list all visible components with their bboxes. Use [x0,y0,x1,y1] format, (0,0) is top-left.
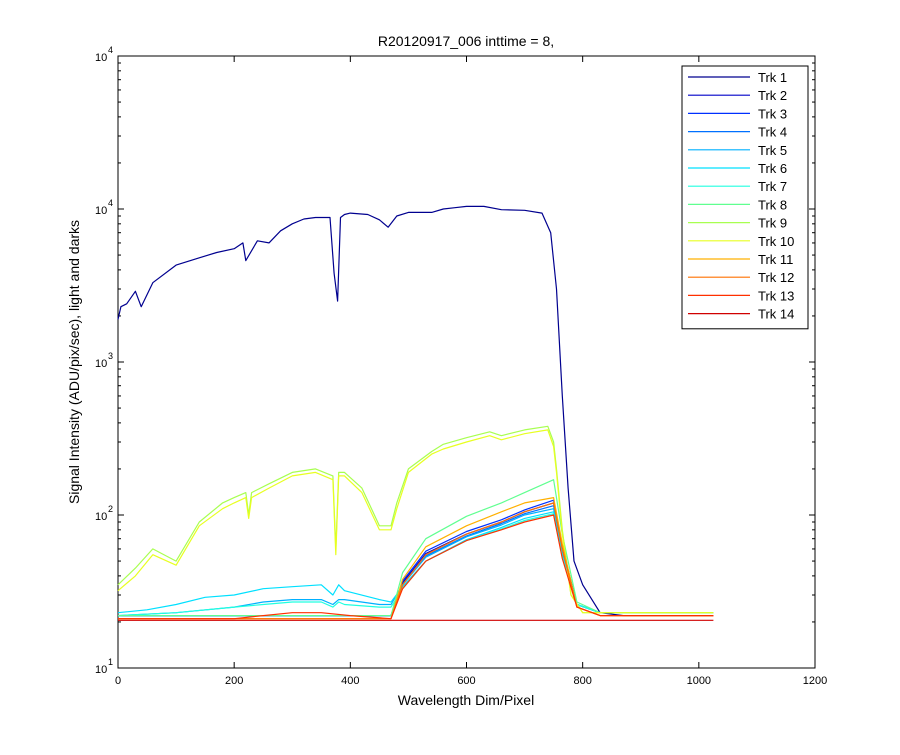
series-line-trk-10 [117,429,714,614]
x-tick-label: 800 [573,675,591,687]
legend-label: Trk 11 [758,252,793,267]
x-tick-label: 600 [457,675,475,687]
y-axis-label: Signal Intensity (ADU/pix/sec), light an… [66,220,82,504]
legend: Trk 1 Trk 2 Trk 3 Trk 4 Trk 5 Trk 6 Trk 7 Trk 8… [681,65,809,330]
x-tick-label: 1200 [803,675,827,687]
legend-label: Trk 4 [758,125,787,140]
x-tick-label: 0 [115,675,121,687]
series-line-trk-13 [118,514,714,620]
legend-label: Trk 10 [758,234,794,249]
legend-box [681,65,809,330]
y-tick-label-base: 10 [95,664,107,676]
y-tick-label-exponent: 4 [108,45,113,55]
series-line-trk-6 [117,511,714,614]
y-tick-label-exponent: 3 [108,351,113,361]
legend-label: Trk 6 [758,161,787,176]
legend-label: Trk 1 [758,70,787,85]
legend-label: Trk 7 [758,179,787,194]
y-tick-label-base: 10 [95,511,107,523]
legend-label: Trk 8 [758,197,787,212]
chart-title: R20120917_006 inttime = 8, [378,33,554,49]
y-tick-label-base: 10 [95,205,107,217]
series-line-trk-9 [117,425,714,614]
legend-label: Trk 5 [758,143,787,158]
plot-area: 0 200 400 600 800 1000 1200101102103104104Trk … [95,45,827,687]
x-tick-label: 1000 [687,675,711,687]
legend-label: Trk 12 [758,270,794,285]
series-line-trk-1 [117,205,714,617]
y-tick-label-base: 10 [95,52,107,64]
legend-label: Trk 13 [758,288,794,303]
y-tick-label-exponent: 2 [108,504,113,514]
y-tick-label-exponent: 4 [108,198,113,208]
legend-label: Trk 9 [758,216,787,231]
x-axis-label: Wavelength Dim/Pixel [398,692,534,708]
y-tick-label-base: 10 [95,358,107,370]
series-line-trk-8 [118,479,714,617]
legend-label: Trk 2 [758,88,787,103]
series-line-trk-5 [117,508,714,617]
legend-label: Trk 3 [758,106,787,121]
y-tick-label-exponent: 1 [108,657,113,667]
x-tick-label: 200 [225,675,243,687]
x-tick-label: 400 [341,675,359,687]
legend-label: Trk 14 [758,307,794,322]
series-line-trk-3 [118,499,714,617]
